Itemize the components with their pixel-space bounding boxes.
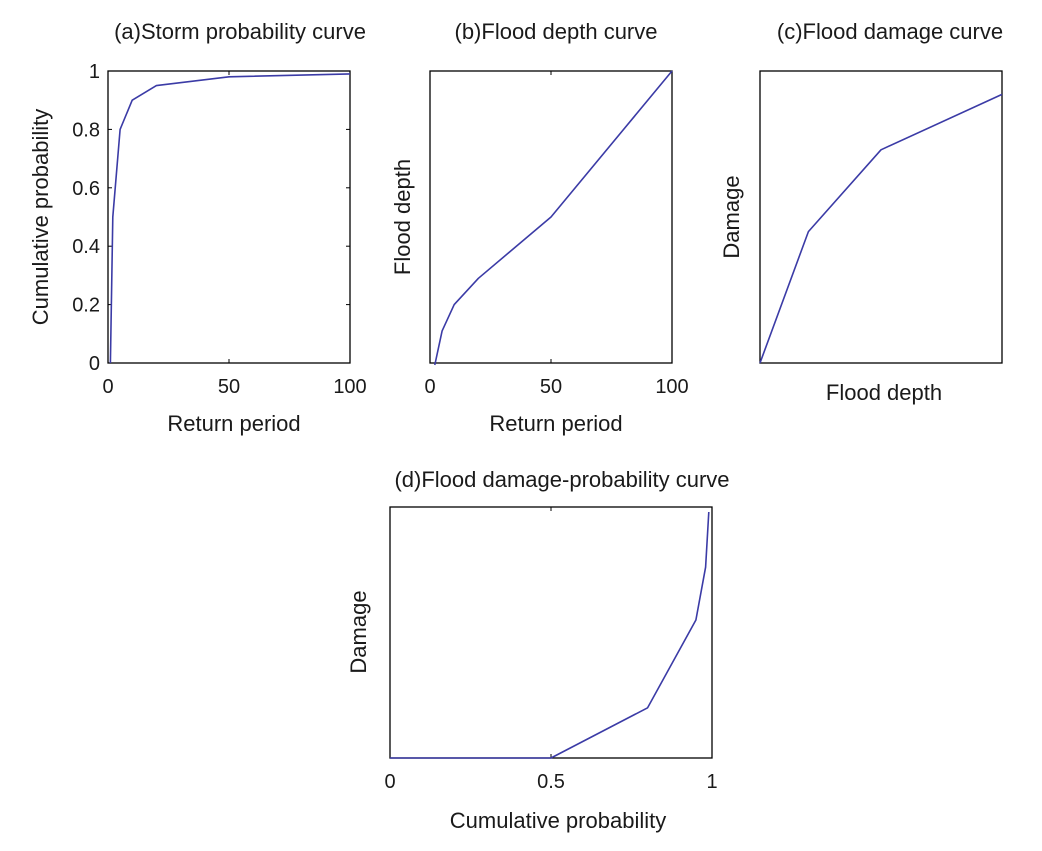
chart-title: (c)Flood damage curve xyxy=(777,19,1003,44)
x-tick-label: 0 xyxy=(384,771,395,793)
ticks-d: 0 0.5 1 xyxy=(384,507,718,793)
y-tick-label: 0.4 xyxy=(72,236,100,258)
series-line-b xyxy=(434,70,673,366)
ticks-a: 0 50 100 0 0.2 0.4 0.6 0.8 1 xyxy=(72,61,367,398)
chart-panel-b: (b)Flood depth curve 0 50 100 Return perio… xyxy=(390,19,689,436)
chart-panel-a: (a)Storm probability curve 0 50 100 0 0.2 0.4… xyxy=(28,19,367,436)
x-tick-label: 100 xyxy=(655,376,688,398)
x-tick-label: 0.5 xyxy=(537,771,565,793)
y-axis-label: Damage xyxy=(346,590,371,673)
x-tick-label: 1 xyxy=(706,771,717,793)
x-tick-label: 0 xyxy=(102,376,113,398)
x-axis-label: Return period xyxy=(489,411,622,436)
series-line-c xyxy=(759,93,1003,364)
y-axis-label: Cumulative probability xyxy=(28,109,53,325)
chart-panel-d: (d)Flood damage-probability curve 0 0.5 1 … xyxy=(346,467,730,833)
x-tick-label: 50 xyxy=(218,376,240,398)
chart-panel-c: (c)Flood damage curve Flood depth Damage xyxy=(719,19,1003,405)
y-tick-label: 0.6 xyxy=(72,178,100,200)
plot-area xyxy=(107,70,351,364)
y-tick-label: 0 xyxy=(89,353,100,375)
y-axis-label: Damage xyxy=(719,175,744,258)
x-tick-label: 50 xyxy=(540,376,562,398)
y-tick-label: 0.2 xyxy=(72,295,100,317)
chart-title: (d)Flood damage-probability curve xyxy=(394,467,729,492)
x-tick-label: 100 xyxy=(333,376,366,398)
x-axis-label: Flood depth xyxy=(826,380,942,405)
x-tick-label: 0 xyxy=(424,376,435,398)
series-line-a xyxy=(109,73,351,364)
x-axis-label: Cumulative probability xyxy=(450,808,666,833)
chart-title: (b)Flood depth curve xyxy=(455,19,658,44)
chart-title: (a)Storm probability curve xyxy=(114,19,366,44)
plot-area xyxy=(389,506,713,759)
y-tick-label: 0.8 xyxy=(72,119,100,141)
ticks-b: 0 50 100 xyxy=(424,71,689,398)
y-tick-label: 1 xyxy=(89,61,100,83)
plot-area xyxy=(759,70,1003,364)
x-axis-label: Return period xyxy=(167,411,300,436)
series-line-d xyxy=(390,511,710,759)
y-axis-label: Flood depth xyxy=(390,159,415,275)
